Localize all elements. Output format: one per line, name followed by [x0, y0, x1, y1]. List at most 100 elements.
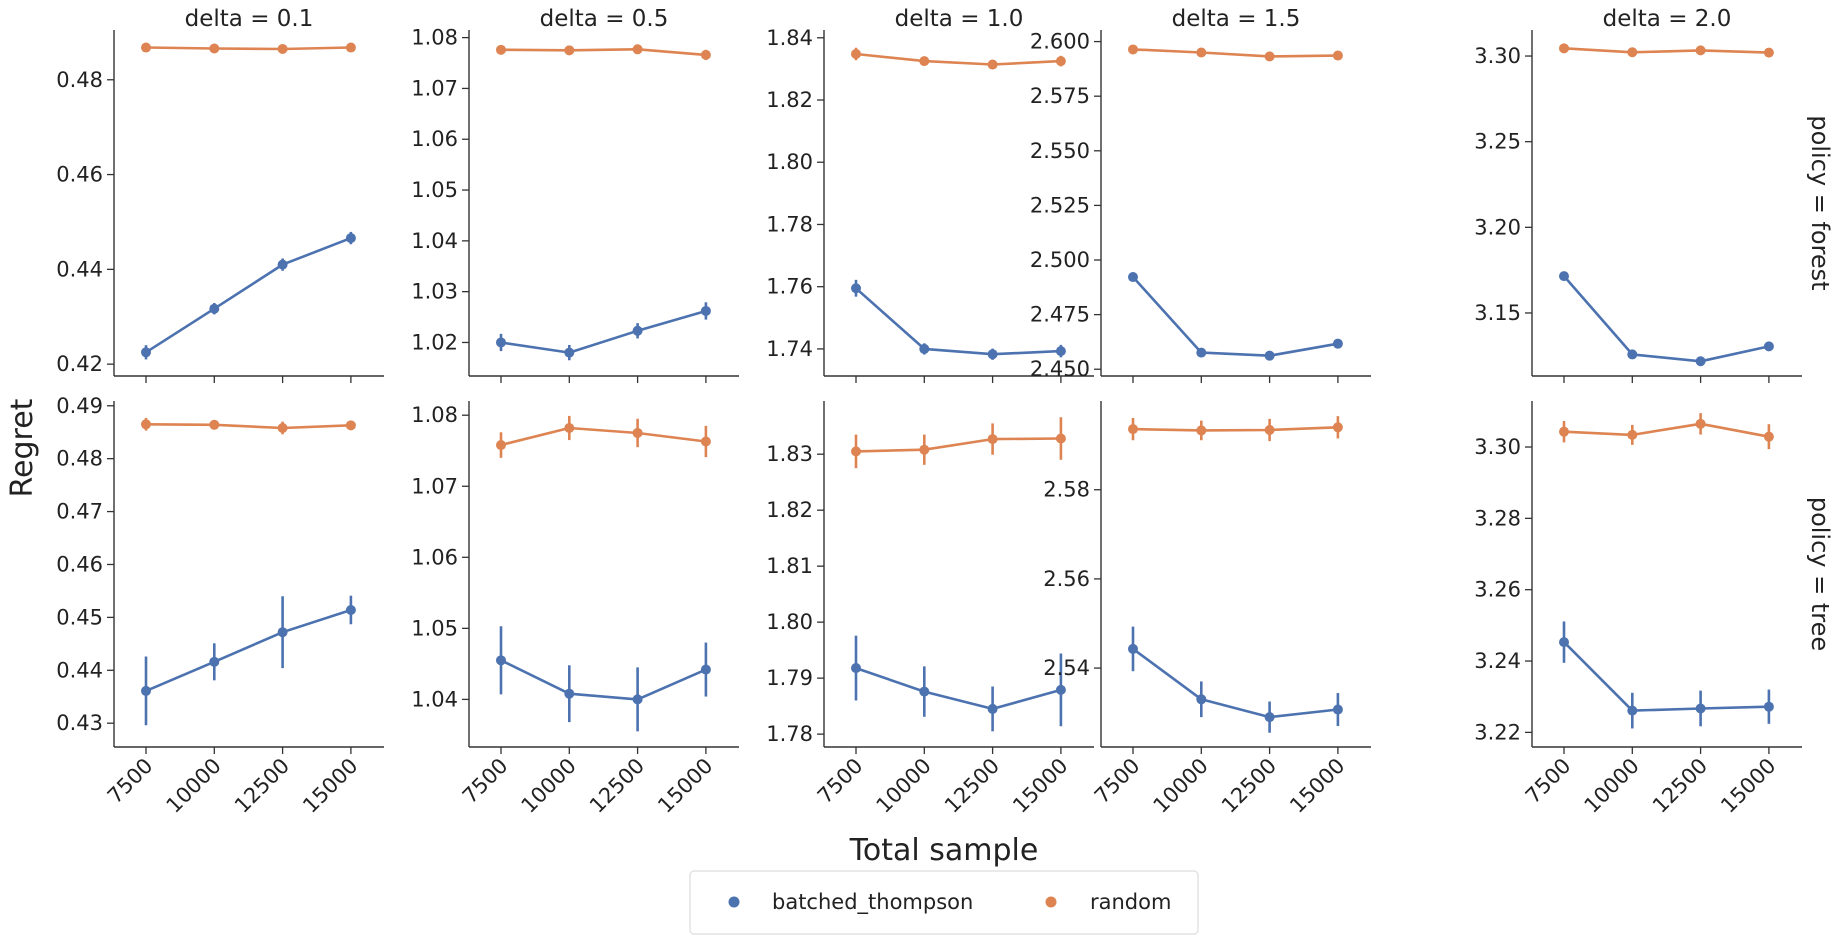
- y-tick-label: 3.30: [1474, 435, 1521, 459]
- point-random: [277, 422, 288, 433]
- point-batched-thompson: [141, 347, 151, 358]
- point-batched-thompson: [209, 656, 220, 667]
- y-tick-label: 3.28: [1474, 506, 1521, 530]
- point-random: [1128, 424, 1138, 435]
- series-line-batched-thompson: [500, 309, 707, 354]
- point-batched-thompson: [1055, 346, 1066, 357]
- x-tick-label: 12500: [585, 754, 649, 818]
- point-random: [987, 434, 998, 445]
- series-line-batched-thompson: [1563, 641, 1769, 712]
- point-random: [141, 42, 151, 53]
- point-random: [987, 59, 998, 70]
- y-tick-label: 2.550: [1030, 139, 1090, 163]
- point-random: [1559, 426, 1569, 437]
- y-tick-label: 0.48: [56, 447, 103, 471]
- x-tick-label: 15000: [1285, 754, 1349, 818]
- series-line-random: [855, 52, 1061, 66]
- point-batched-thompson: [1763, 701, 1774, 712]
- panel-tree-delta-1-5: 2.54 2.56 2.58 7500 10000 12500 15000: [1043, 401, 1371, 818]
- y-tick-label: 3.20: [1474, 215, 1521, 239]
- point-random: [632, 427, 643, 438]
- y-tick-label: 0.47: [56, 500, 103, 524]
- y-tick-label: 3.26: [1474, 578, 1521, 602]
- panel-title-delta-1-5: delta = 1.5: [1172, 6, 1301, 32]
- point-batched-thompson: [1128, 272, 1138, 283]
- y-tick-label: 0.46: [56, 163, 103, 187]
- point-random: [209, 419, 220, 430]
- x-tick-label: 15000: [298, 754, 362, 818]
- y-tick-label: 3.24: [1474, 649, 1521, 673]
- point-random: [1695, 45, 1706, 56]
- legend-marker-batched-thompson: [728, 896, 740, 908]
- point-random: [1763, 431, 1774, 442]
- series-line-batched-thompson: [500, 659, 707, 701]
- point-batched-thompson: [1627, 349, 1638, 360]
- y-tick-label: 2.600: [1030, 30, 1090, 54]
- point-random: [1763, 47, 1774, 58]
- point-random: [632, 44, 643, 55]
- point-random: [1559, 43, 1569, 54]
- panel-title-delta-1-0: delta = 1.0: [895, 6, 1024, 32]
- series-line-random: [145, 46, 351, 51]
- y-tick-label: 1.07: [411, 474, 458, 498]
- y-tick-label: 1.08: [411, 403, 458, 427]
- series-line-batched-thompson: [145, 236, 352, 354]
- y-tick-label: 1.74: [766, 337, 813, 361]
- point-batched-thompson: [1264, 712, 1275, 723]
- x-axis-title: Total sample: [849, 833, 1039, 868]
- y-tick-label: 2.56: [1043, 567, 1090, 591]
- panel-title-delta-0-1: delta = 0.1: [185, 6, 314, 32]
- y-tick-label: 1.82: [766, 498, 813, 522]
- point-batched-thompson: [277, 259, 288, 270]
- point-random: [564, 45, 575, 56]
- y-tick-label: 1.02: [411, 330, 458, 354]
- series-line-random: [1563, 47, 1769, 54]
- point-random: [1695, 418, 1706, 429]
- x-tick-label: 7500: [103, 754, 158, 809]
- y-tick-label: 0.46: [56, 552, 103, 576]
- series-line-batched-thompson: [855, 666, 1062, 711]
- point-random: [1196, 425, 1207, 436]
- panel-forest-delta-1-0: 1.74 1.76 1.78 1.80 1.82 1.84: [766, 26, 1094, 383]
- point-batched-thompson: [141, 685, 151, 696]
- point-batched-thompson: [1559, 271, 1569, 282]
- series-line-batched-thompson: [1132, 647, 1339, 719]
- point-random: [1627, 47, 1638, 58]
- series-line-batched-thompson: [1563, 275, 1770, 363]
- y-tick-label: 2.525: [1030, 193, 1090, 217]
- y-tick-label: 0.48: [56, 68, 103, 92]
- y-tick-label: 1.04: [411, 229, 458, 253]
- point-batched-thompson: [987, 349, 998, 360]
- point-random: [277, 43, 288, 54]
- point-random: [919, 56, 930, 67]
- point-batched-thompson: [700, 664, 711, 675]
- point-random: [1055, 56, 1066, 67]
- point-batched-thompson: [1627, 705, 1638, 716]
- point-random: [141, 419, 151, 430]
- point-batched-thompson: [1196, 694, 1207, 705]
- y-tick-label: 1.05: [411, 178, 458, 202]
- point-batched-thompson: [345, 604, 356, 615]
- point-batched-thompson: [496, 655, 506, 666]
- y-tick-label: 1.05: [411, 616, 458, 640]
- point-random: [345, 42, 356, 53]
- x-tick-label: 7500: [813, 754, 868, 809]
- point-random: [919, 444, 930, 455]
- point-random: [1627, 429, 1638, 440]
- point-batched-thompson: [1055, 684, 1066, 695]
- x-tick-label: 7500: [1521, 754, 1576, 809]
- x-tick-label: 15000: [653, 754, 717, 818]
- y-tick-label: 2.475: [1030, 303, 1090, 327]
- point-random: [1264, 51, 1275, 62]
- row-label-tree: policy = tree: [1806, 497, 1834, 651]
- y-tick-label: 1.83: [766, 442, 813, 466]
- point-random: [1055, 433, 1066, 444]
- point-batched-thompson: [632, 694, 643, 705]
- point-random: [1332, 50, 1343, 61]
- point-random: [700, 436, 711, 447]
- y-tick-label: 2.500: [1030, 248, 1090, 272]
- y-tick-label: 1.08: [411, 26, 458, 50]
- x-tick-label: 7500: [1090, 754, 1145, 809]
- panel-forest-delta-2-0: 3.15 3.20 3.25 3.30: [1474, 30, 1802, 383]
- panel-grid: delta = 0.1 delta = 0.5 delta = 1.0 delta =…: [56, 6, 1834, 818]
